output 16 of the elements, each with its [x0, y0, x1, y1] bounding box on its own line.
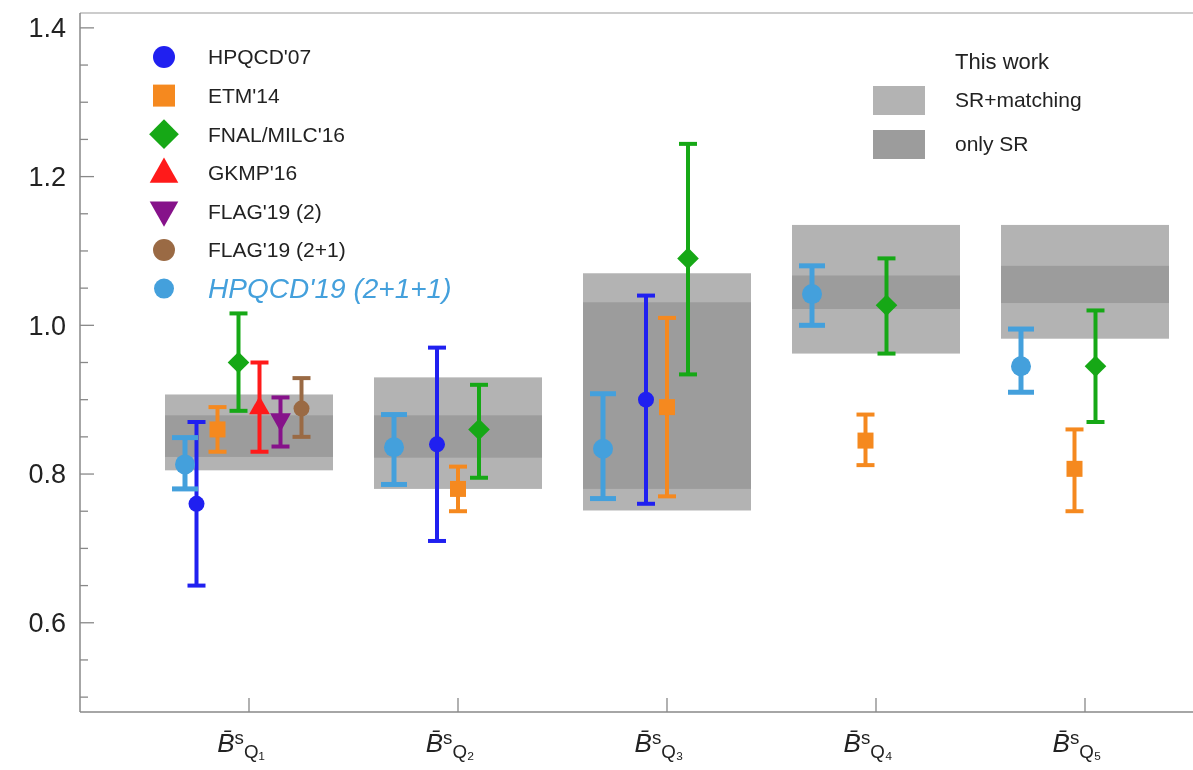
legend-label: FLAG'19 (2+1)	[208, 238, 346, 262]
y-tick-label: 0.8	[28, 459, 66, 490]
legend-label: HPQCD'19 (2+1+1)	[208, 273, 452, 305]
legend-label: HPQCD'07	[208, 45, 312, 69]
legend-label: only SR	[955, 132, 1029, 156]
y-tick-label: 1.0	[28, 310, 66, 341]
y-tick-label: 0.6	[28, 608, 66, 639]
bar	[1001, 265, 1169, 304]
y-tick-label: 1.4	[28, 13, 66, 44]
legend-label: GKMP'16	[208, 161, 298, 185]
legend-title: This work	[955, 48, 1051, 74]
legend-label: ETM'14	[208, 83, 281, 107]
legend-label: FLAG'19 (2)	[208, 199, 322, 223]
legend-label: FNAL/MILC'16	[208, 122, 346, 146]
legend-label: SR+matching	[955, 88, 1082, 112]
y-tick-label: 1.2	[28, 162, 66, 193]
